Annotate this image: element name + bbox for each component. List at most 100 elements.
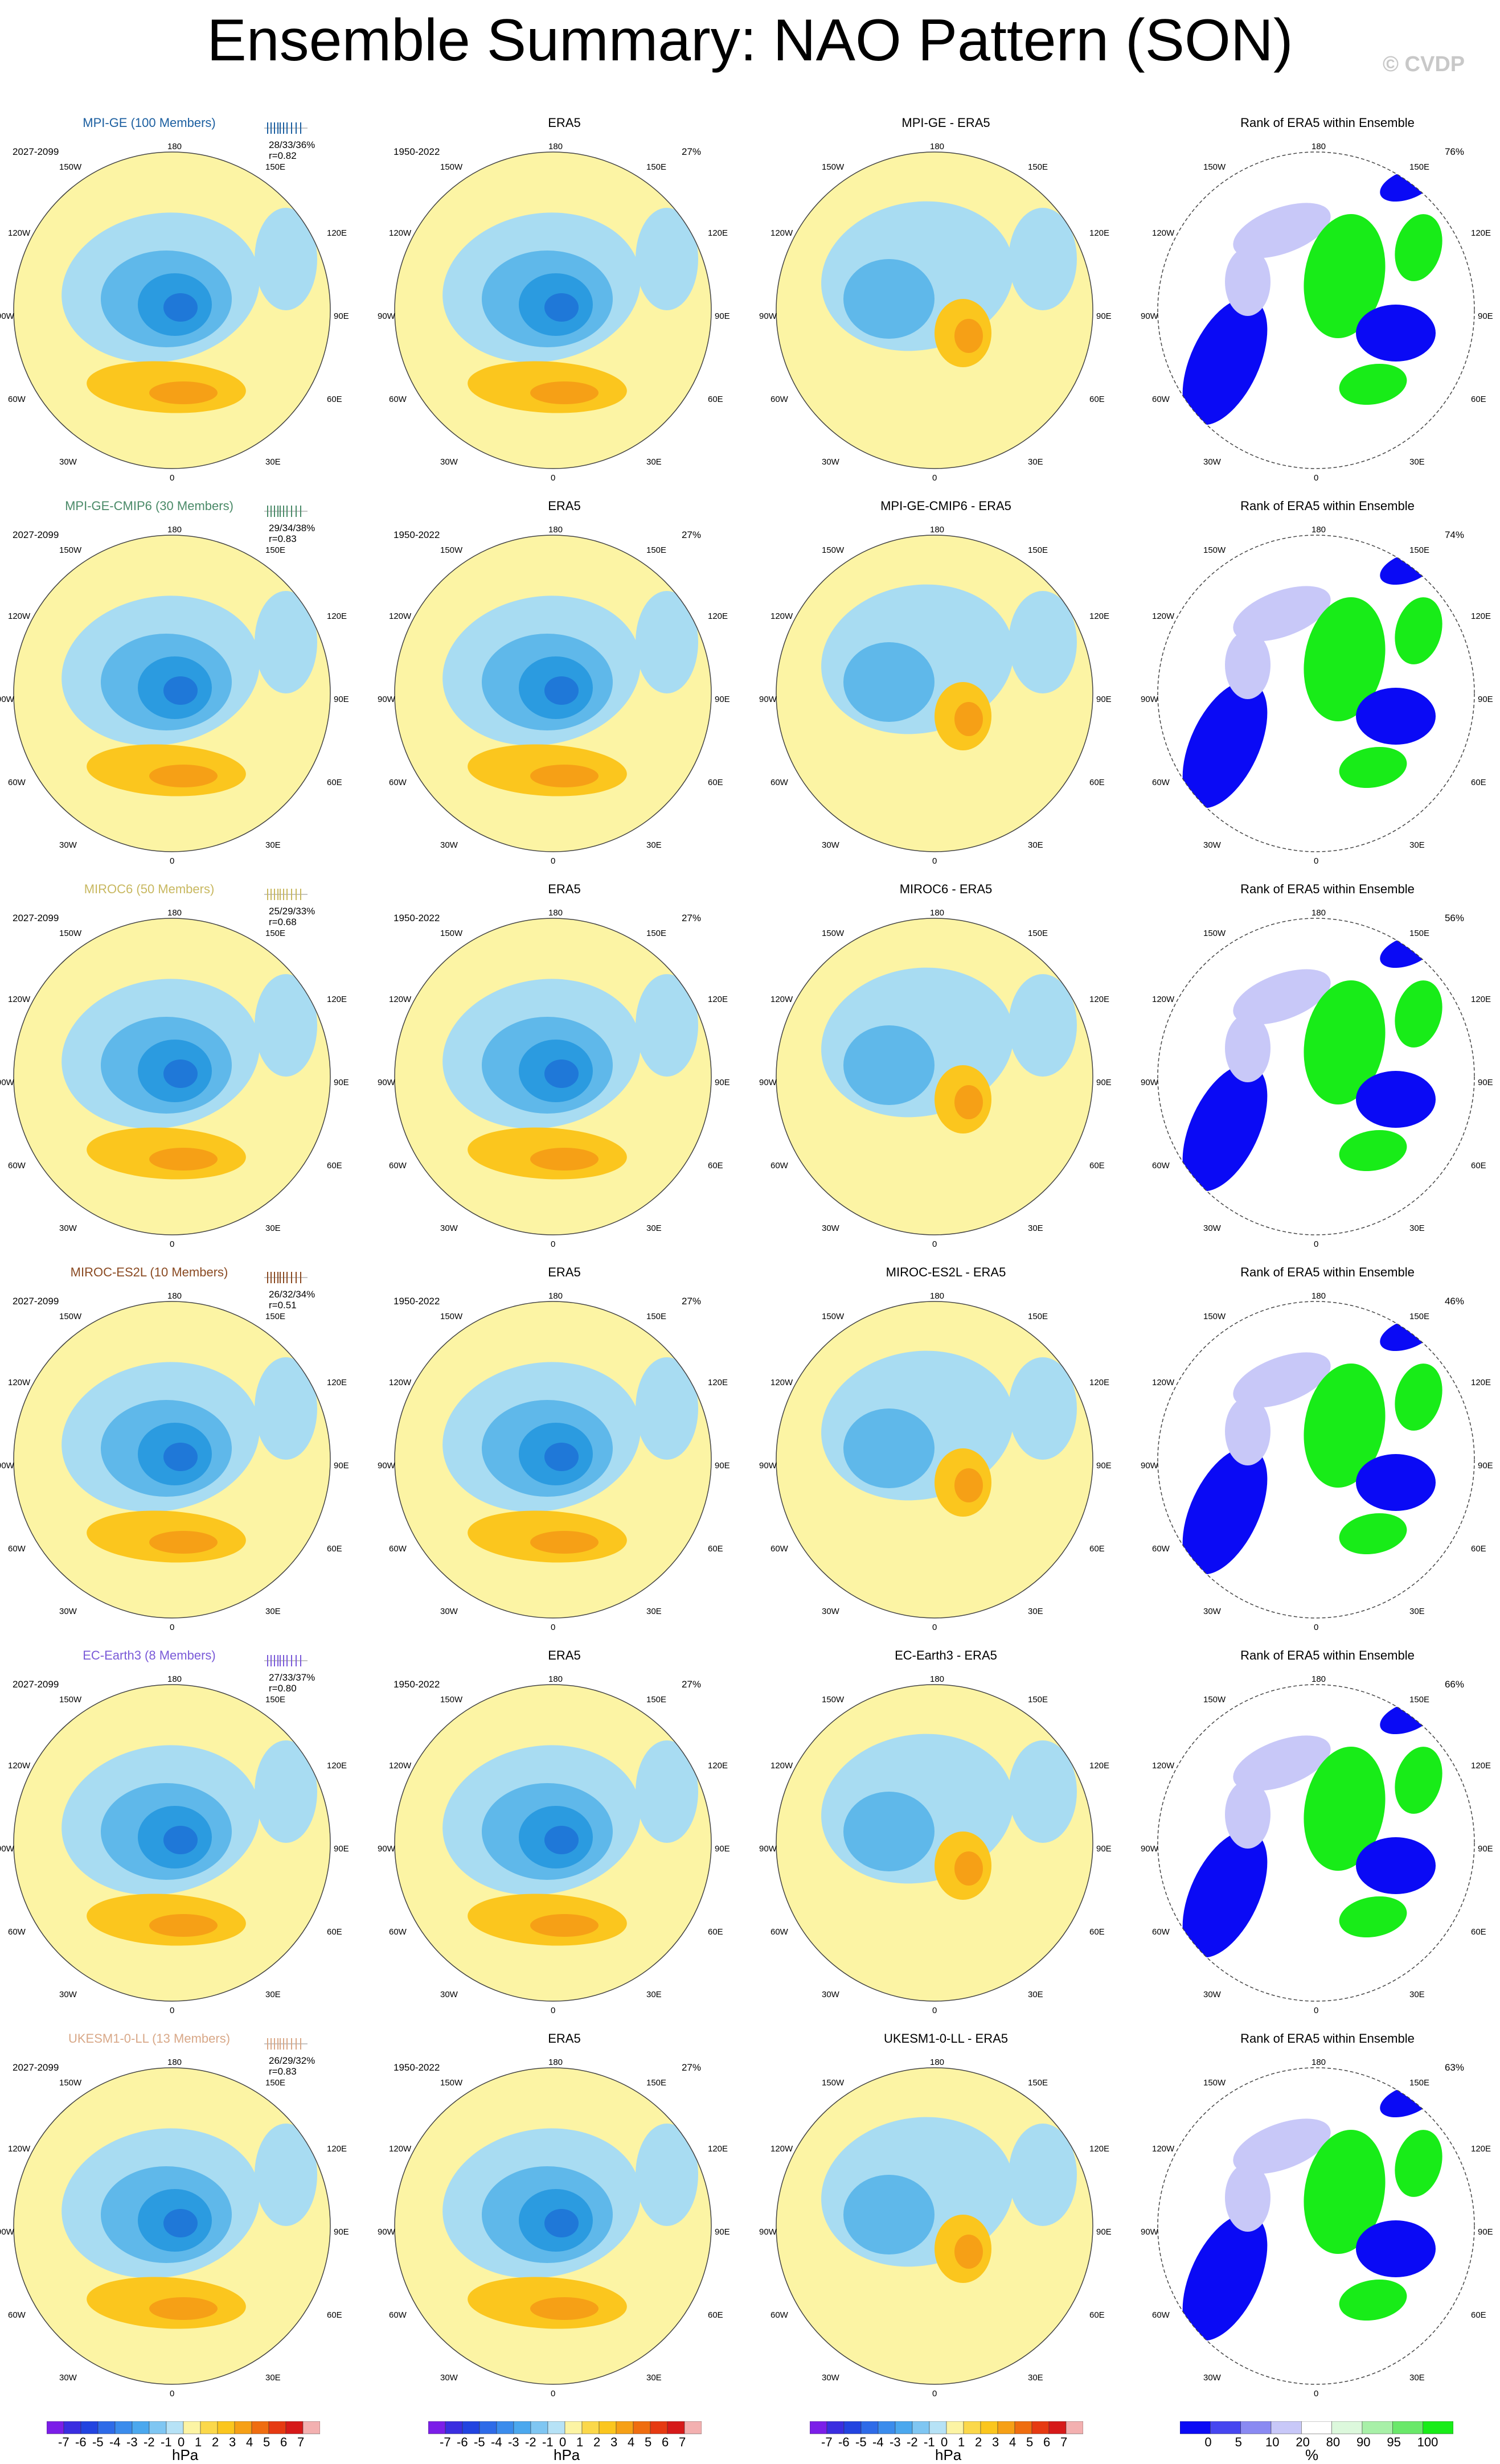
map-label-right_bottom: 30E <box>1028 457 1043 467</box>
map-label-right_upper: 120E <box>708 1378 728 1387</box>
colorbar-tick-label: -4 <box>872 2435 884 2449</box>
colorbar-tick-label: 3 <box>992 2435 999 2449</box>
colorbar-swatch <box>285 2421 304 2434</box>
map-label-right_top: 150E <box>646 1312 667 1321</box>
map-label-left_upper: 120W <box>771 2144 793 2154</box>
panel-diff-row5: 180 0 150W 150E 120W 120E 90W 90E 60W 60E 30W 30E EC… <box>759 1648 1117 2025</box>
panel-model-row3: 180 0 150W 150E 120W 120E 90W 90E 60W 60E 30W 30E MI… <box>0 882 354 1259</box>
colorbar-swatch <box>878 2421 896 2434</box>
map-label-left_upper: 120W <box>771 228 793 238</box>
colorbar-tick-label: -5 <box>474 2435 485 2449</box>
map-label-bottom: 0 <box>551 2389 556 2399</box>
map-label-top: 180 <box>930 525 945 535</box>
map-label-top: 180 <box>548 525 563 535</box>
colorbar-tick-label: 5 <box>645 2435 652 2449</box>
map-label-right_bottom: 30E <box>646 1990 662 1999</box>
panel-title: Rank of ERA5 within Ensemble <box>1240 882 1415 896</box>
map-label-left_top: 150W <box>822 2078 845 2088</box>
map-label-left_top: 150W <box>440 2078 463 2088</box>
map-label-left_upper: 120W <box>389 2144 412 2154</box>
map-label-right_mid: 90E <box>1478 1461 1493 1471</box>
map-label-left_lower: 60W <box>8 778 26 787</box>
rank-map <box>1157 151 1475 469</box>
map-label-right_lower: 60E <box>327 1544 342 1554</box>
map-label-right_top: 150E <box>1028 1695 1048 1705</box>
map-label-right_mid: 90E <box>715 1844 730 1854</box>
stats-correlation: r=0.68 <box>269 917 297 927</box>
colorbar-tick-label: -2 <box>907 2435 918 2449</box>
colorbar-swatches <box>428 2421 702 2434</box>
panel-model-row2: 180 0 150W 150E 120W 120E 90W 90E 60W 60E 30W 30E MP… <box>0 499 354 876</box>
map-label-left_bottom: 30W <box>440 1607 458 1616</box>
map-label-top: 180 <box>1312 142 1326 151</box>
map-label-right_bottom: 30E <box>1028 840 1043 850</box>
colorbar-tick-label: -5 <box>855 2435 867 2449</box>
map-label-right_upper: 120E <box>327 2144 347 2154</box>
period-label: 2027-2099 <box>13 1679 59 1690</box>
map-label-right_upper: 120E <box>708 611 728 621</box>
colorbar-tick-label: -2 <box>525 2435 536 2449</box>
colorbar-swatch <box>530 2421 548 2434</box>
diff-map <box>776 918 1093 1235</box>
map-label-right_mid: 90E <box>1096 2227 1112 2237</box>
panel-title: UKESM1-0-LL (13 Members) <box>68 2031 231 2046</box>
rank-map <box>1157 2067 1475 2385</box>
map-label-right_bottom: 30E <box>1409 1223 1425 1233</box>
stats-correlation: r=0.51 <box>269 1300 297 1311</box>
map-label-right_mid: 90E <box>334 695 349 704</box>
colorbar-tick-label: 5 <box>1026 2435 1034 2449</box>
percent-label: 63% <box>1444 2062 1464 2073</box>
colorbar-tick-label: 4 <box>246 2435 253 2449</box>
colorbar-tick-label: 1 <box>195 2435 202 2449</box>
map-label-right_mid: 90E <box>1478 2227 1493 2237</box>
map-label-top: 180 <box>167 2058 182 2067</box>
map-label-right_lower: 60E <box>327 778 342 787</box>
panel-diff-row2: 180 0 150W 150E 120W 120E 90W 90E 60W 60E 30W 30E MP… <box>759 499 1117 876</box>
colorbar-tick-label: -2 <box>144 2435 155 2449</box>
map-label-left_bottom: 30W <box>59 1990 77 1999</box>
map-label-right_upper: 120E <box>1471 995 1491 1004</box>
stats-percentiles: 25/29/33% <box>269 906 315 917</box>
colorbar-swatch <box>251 2421 269 2434</box>
colorbar-unit: hPa <box>172 2446 199 2463</box>
panel-title: ERA5 <box>548 2031 581 2046</box>
colorbar-swatch <box>513 2421 531 2434</box>
map-label-right_top: 150E <box>1028 1312 1048 1321</box>
panel-diff-row3: 180 0 150W 150E 120W 120E 90W 90E 60W 60E 30W 30E MI… <box>759 882 1117 1259</box>
map-label-left_lower: 60W <box>771 1927 788 1937</box>
colorbar-tick-label: 0 <box>1204 2435 1212 2449</box>
map-label-left_upper: 120W <box>8 1378 31 1387</box>
map-label-right_lower: 60E <box>327 2310 342 2320</box>
map-label-right_bottom: 30E <box>646 457 662 467</box>
map-label-right_lower: 60E <box>1089 2310 1105 2320</box>
map-label-left_upper: 120W <box>8 228 31 238</box>
map-label-left_mid: 90W <box>759 2227 777 2237</box>
colorbar-tick-label: 90 <box>1356 2435 1371 2449</box>
map-label-left_lower: 60W <box>1152 2310 1170 2320</box>
colorbar-swatch <box>302 2421 321 2434</box>
colorbar-swatch <box>616 2421 634 2434</box>
map-label-left_mid: 90W <box>378 2227 395 2237</box>
map-label-right_lower: 60E <box>1471 2310 1486 2320</box>
map-label-top: 180 <box>930 1291 945 1301</box>
panel-title: MIROC6 - ERA5 <box>899 882 993 896</box>
percent-label: 27% <box>681 1679 701 1690</box>
map-label-left_lower: 60W <box>1152 1161 1170 1171</box>
figure-title: Ensemble Summary: NAO Pattern (SON) <box>207 7 1293 73</box>
period-label: 1950-2022 <box>394 146 440 157</box>
map-label-left_mid: 90W <box>759 1078 777 1087</box>
map-label-right_bottom: 30E <box>265 457 281 467</box>
map-label-left_upper: 120W <box>1152 1378 1175 1387</box>
map-label-right_mid: 90E <box>1096 311 1112 321</box>
colorbar-unit: hPa <box>554 2446 580 2463</box>
map-label-top: 180 <box>1312 1291 1326 1301</box>
panel-title: Rank of ERA5 within Ensemble <box>1240 1648 1415 1662</box>
map-label-left_top: 150W <box>822 545 845 555</box>
panel-rank-row2: 180 0 150W 150E 120W 120E 90W 90E 60W 60E 30W 30E Ra… <box>1141 499 1498 876</box>
colorbar-swatch <box>1048 2421 1067 2434</box>
colorbar-swatch <box>860 2421 879 2434</box>
map-label-left_lower: 60W <box>389 1927 407 1937</box>
panel-title: MIROC-ES2L - ERA5 <box>886 1265 1006 1279</box>
map-label-right_upper: 120E <box>1471 1378 1491 1387</box>
colorbar-tick-label: -5 <box>92 2435 104 2449</box>
